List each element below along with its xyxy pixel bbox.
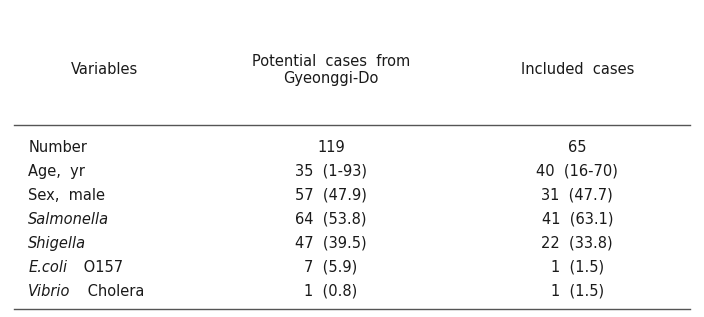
Text: 64  (53.8): 64 (53.8) <box>295 212 367 227</box>
Text: 40  (16-70): 40 (16-70) <box>536 164 618 179</box>
Text: 41  (63.1): 41 (63.1) <box>541 212 613 227</box>
Text: 35  (1-93): 35 (1-93) <box>295 164 367 179</box>
Text: Included  cases: Included cases <box>520 62 634 77</box>
Text: E.coli: E.coli <box>28 260 68 275</box>
Text: Salmonella: Salmonella <box>28 212 109 227</box>
Text: Vibrio: Vibrio <box>28 283 70 299</box>
Text: 7  (5.9): 7 (5.9) <box>304 260 358 275</box>
Text: Sex,  male: Sex, male <box>28 188 105 203</box>
Text: 119: 119 <box>317 140 345 155</box>
Text: O157: O157 <box>79 260 122 275</box>
Text: Variables: Variables <box>70 62 138 77</box>
Text: 1  (0.8): 1 (0.8) <box>304 283 358 299</box>
Text: 31  (47.7): 31 (47.7) <box>541 188 613 203</box>
Text: Cholera: Cholera <box>83 283 144 299</box>
Text: Shigella: Shigella <box>28 236 87 251</box>
Text: 1  (1.5): 1 (1.5) <box>551 260 604 275</box>
Text: 47  (39.5): 47 (39.5) <box>295 236 367 251</box>
Text: 57  (47.9): 57 (47.9) <box>295 188 367 203</box>
Text: 65: 65 <box>568 140 586 155</box>
Text: Potential  cases  from
Gyeonggi-Do: Potential cases from Gyeonggi-Do <box>252 54 410 86</box>
Text: Number: Number <box>28 140 87 155</box>
Text: 22  (33.8): 22 (33.8) <box>541 236 613 251</box>
Text: Age,  yr: Age, yr <box>28 164 85 179</box>
Text: 1  (1.5): 1 (1.5) <box>551 283 604 299</box>
